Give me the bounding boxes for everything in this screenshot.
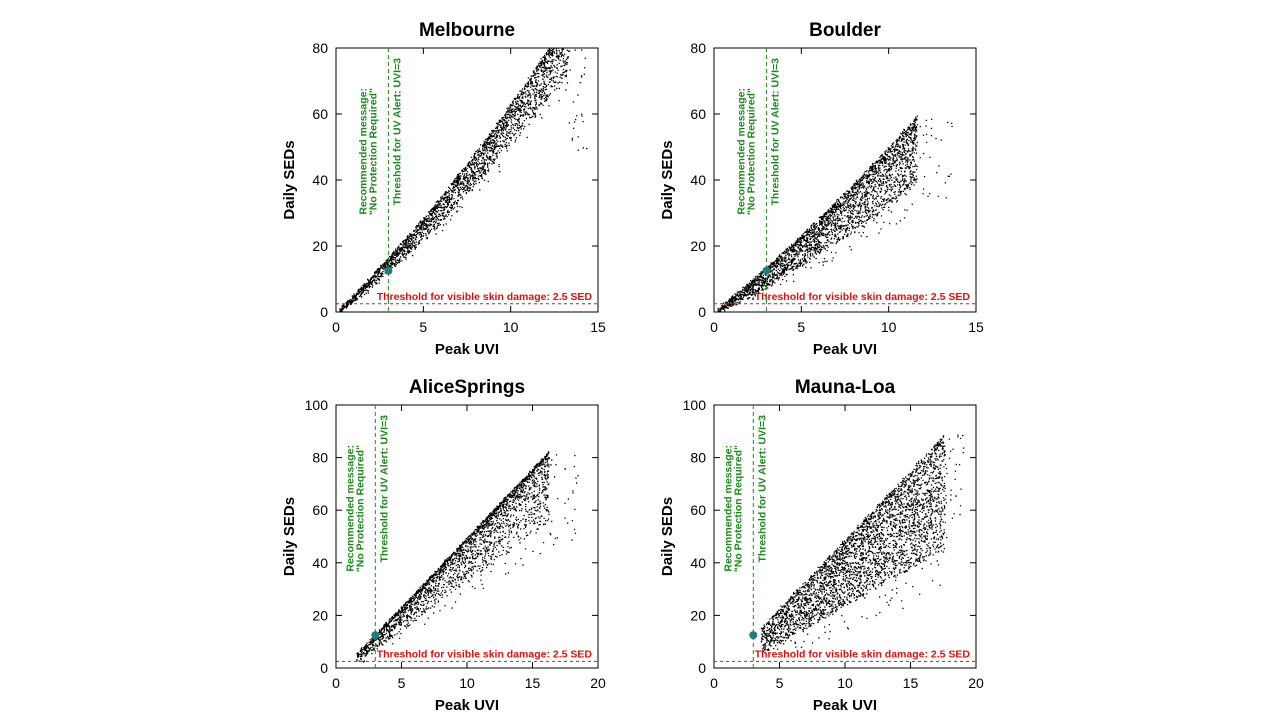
y-axis-label: Daily SEDs [281, 497, 298, 576]
scatter-points [339, 48, 588, 312]
x-tick-label: 20 [590, 675, 606, 691]
y-tick-label: 0 [698, 660, 706, 676]
y-tick-label: 20 [690, 607, 706, 623]
y-tick-label: 80 [312, 450, 328, 466]
panel-4: 0 5 10 15 20 0 20 40 60 80 100 Mauna-Loa Peak UVI Dai… [659, 377, 984, 714]
x-tick-label: 10 [881, 319, 897, 335]
uv-alert-label: Threshold for UV Alert: UVI=3 [391, 58, 403, 206]
x-axis-label: Peak UVI [813, 697, 877, 714]
scatter-points [760, 434, 965, 654]
x-tick-label: 10 [459, 675, 475, 691]
y-tick-label: 20 [690, 238, 706, 254]
y-tick-label: 0 [320, 660, 328, 676]
x-tick-label: 0 [332, 675, 340, 691]
damage-threshold-label: Threshold for visible skin damage: 2.5 S… [755, 648, 971, 660]
damage-threshold-label: Threshold for visible skin damage: 2.5 S… [755, 291, 971, 303]
data-points [717, 115, 953, 312]
message-line-1: Recommended message: [344, 445, 356, 572]
y-tick-label: 80 [690, 40, 706, 56]
uv-alert-label: Threshold for UV Alert: UVI=3 [378, 415, 390, 563]
y-tick-label: 20 [312, 238, 328, 254]
chart-title: Boulder [809, 20, 881, 41]
y-axis-label: Daily SEDs [659, 497, 676, 576]
message-line-1: Recommended message: [357, 88, 369, 215]
x-tick-label: 10 [837, 675, 853, 691]
highlight-marker [762, 266, 771, 275]
scatter-points [717, 115, 953, 312]
message-line-2: "No Protection Required" [367, 88, 379, 215]
x-tick-label: 15 [968, 319, 984, 335]
x-tick-label: 5 [797, 319, 805, 335]
chart-title: AliceSprings [409, 377, 525, 398]
uv-alert-label: Threshold for UV Alert: UVI=3 [756, 415, 768, 563]
y-tick-label: 60 [312, 106, 328, 122]
y-tick-label: 60 [690, 502, 706, 518]
x-tick-label: 0 [710, 319, 718, 335]
message-line-1: Recommended message: [722, 445, 734, 572]
x-tick-label: 5 [398, 675, 406, 691]
panel-3: 0 5 10 15 20 0 20 40 60 80 100 AliceSprings Peak UVI… [281, 377, 606, 714]
highlight-marker [371, 631, 380, 640]
chart-title: Melbourne [419, 20, 515, 41]
x-tick-label: 5 [419, 319, 427, 335]
y-tick-label: 40 [312, 555, 328, 571]
data-points [760, 434, 965, 654]
damage-threshold-label: Threshold for visible skin damage: 2.5 S… [377, 291, 593, 303]
x-tick-label: 5 [776, 675, 784, 691]
y-tick-label: 0 [698, 304, 706, 320]
scatter-points [356, 451, 579, 663]
message-line-2: "No Protection Required" [354, 445, 366, 572]
plot-frame [335, 404, 599, 669]
y-tick-label: 20 [312, 607, 328, 623]
x-axis-label: Peak UVI [435, 341, 499, 358]
y-tick-label: 60 [312, 502, 328, 518]
x-tick-label: 15 [903, 675, 919, 691]
y-axis-label: Daily SEDs [281, 140, 298, 219]
y-tick-label: 80 [312, 40, 328, 56]
x-tick-label: 20 [968, 675, 984, 691]
highlight-marker [384, 266, 393, 275]
y-tick-label: 40 [312, 172, 328, 188]
x-tick-label: 0 [332, 319, 340, 335]
message-line-2: "No Protection Required" [745, 88, 757, 215]
x-axis-label: Peak UVI [435, 697, 499, 714]
y-tick-label: 100 [683, 397, 707, 413]
uv-alert-label: Threshold for UV Alert: UVI=3 [769, 58, 781, 206]
x-tick-label: 15 [525, 675, 541, 691]
x-tick-label: 10 [503, 319, 519, 335]
message-line-2: "No Protection Required" [732, 445, 744, 572]
chart-title: Mauna-Loa [795, 377, 896, 398]
y-tick-label: 40 [690, 555, 706, 571]
damage-threshold-label: Threshold for visible skin damage: 2.5 S… [377, 648, 593, 660]
y-tick-label: 100 [305, 397, 329, 413]
x-tick-label: 0 [710, 675, 718, 691]
data-points [356, 451, 579, 663]
y-tick-label: 80 [690, 450, 706, 466]
y-axis-label: Daily SEDs [659, 140, 676, 219]
y-tick-label: 0 [320, 304, 328, 320]
panel-2: 0 5 10 15 0 20 40 60 80 Boulder Peak UVI Daily SEDs… [659, 20, 984, 358]
panel-1: 0 5 10 15 0 20 40 60 80 Melbourne Peak UVI Daily SE… [281, 20, 606, 358]
data-points [339, 48, 588, 312]
highlight-marker [749, 631, 758, 640]
x-tick-label: 15 [590, 319, 606, 335]
y-tick-label: 60 [690, 106, 706, 122]
y-tick-label: 40 [690, 172, 706, 188]
message-line-1: Recommended message: [735, 88, 747, 215]
x-axis-label: Peak UVI [813, 341, 877, 358]
